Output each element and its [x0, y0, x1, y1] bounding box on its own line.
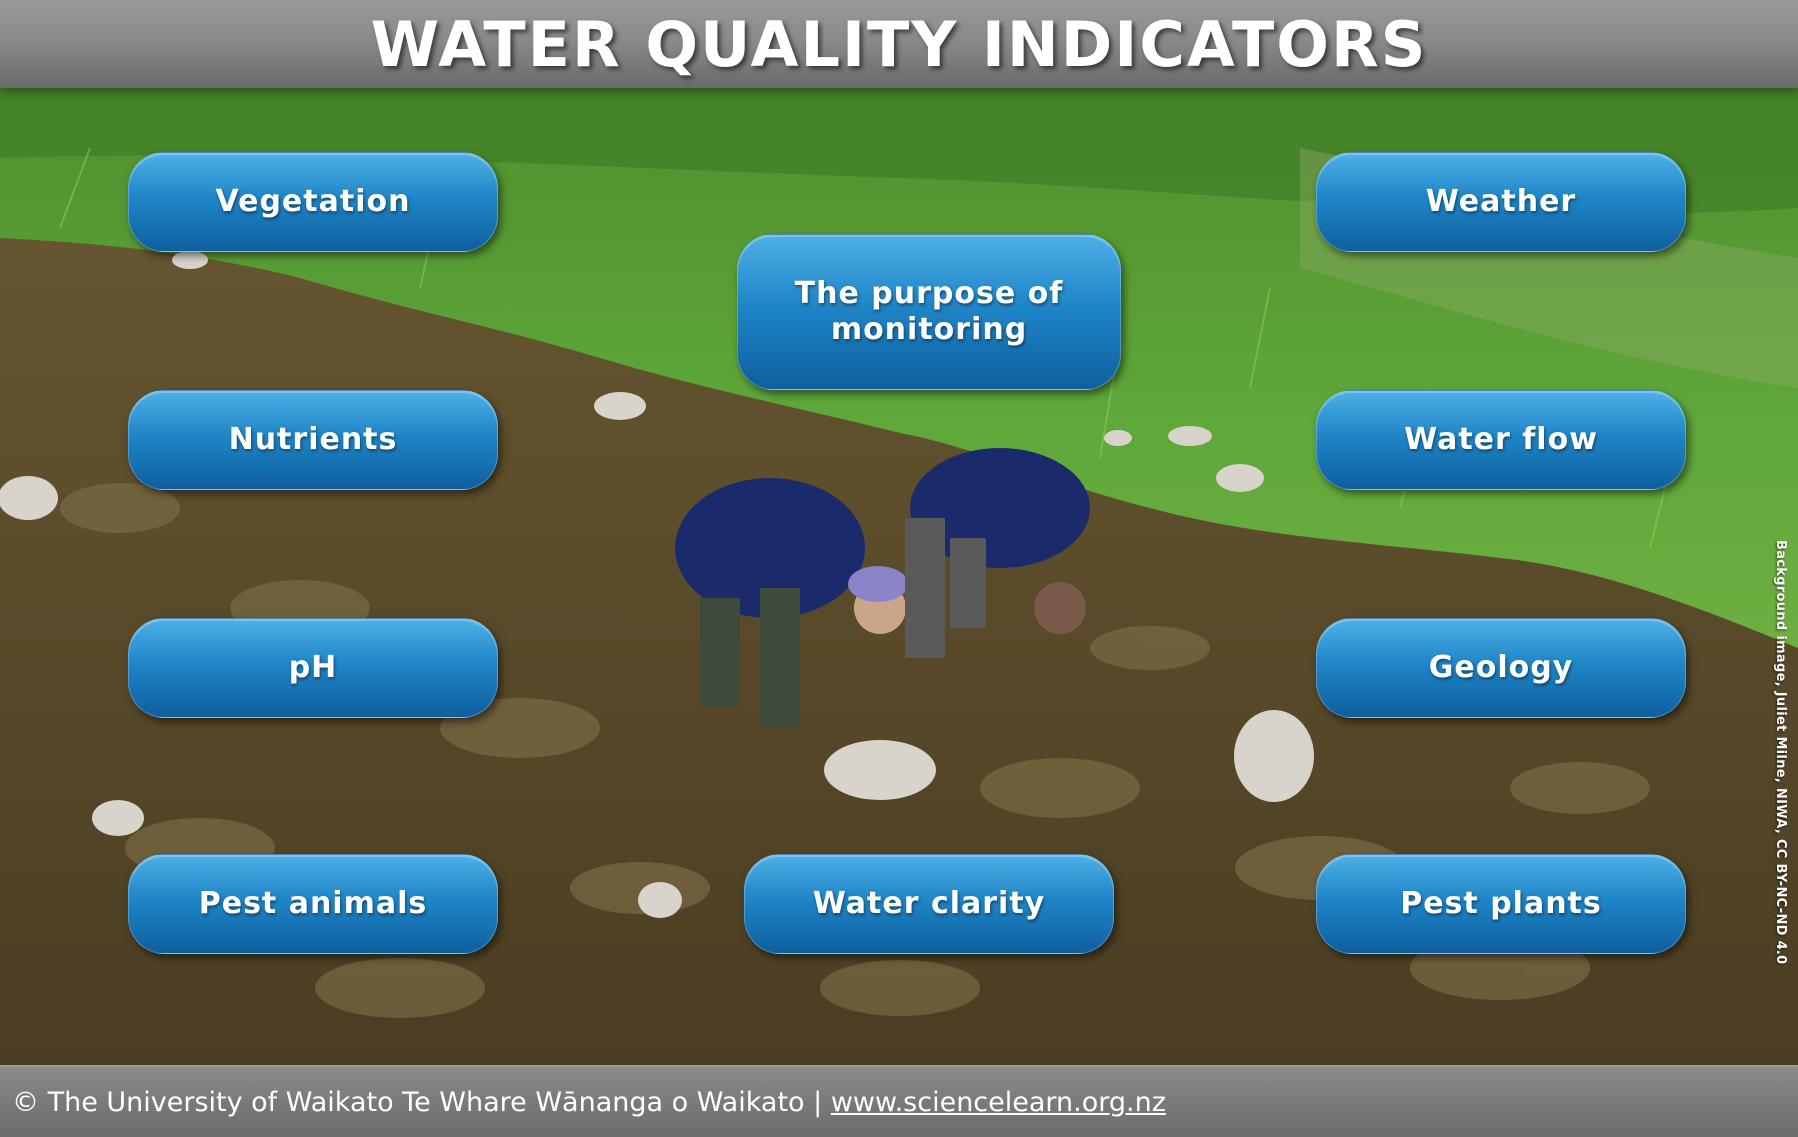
weather-button[interactable]: Weather [1316, 152, 1686, 252]
page-title: WATER QUALITY INDICATORS [370, 7, 1428, 81]
image-credit: Background image, Juliet Milne, NIWA, CC… [1773, 540, 1788, 965]
title-bar: WATER QUALITY INDICATORS [0, 0, 1798, 88]
water-clarity-button[interactable]: Water clarity [744, 854, 1114, 954]
footer-bar: © The University of Waikato Te Whare Wān… [0, 1065, 1798, 1137]
people-sampling [675, 448, 1090, 728]
purpose-label-line2: monitoring [830, 312, 1028, 347]
website-link[interactable]: www.sciencelearn.org.nz [830, 1086, 1166, 1118]
water-flow-button[interactable]: Water flow [1316, 390, 1686, 490]
nutrients-button[interactable]: Nutrients [128, 390, 498, 490]
vegetation-button[interactable]: Vegetation [128, 152, 498, 252]
geology-button[interactable]: Geology [1316, 618, 1686, 718]
copyright-text: © The University of Waikato Te Whare Wān… [12, 1086, 831, 1118]
purpose-label-line1: The purpose of [794, 276, 1064, 311]
purpose-of-monitoring-button[interactable]: The purpose of monitoring [737, 234, 1121, 390]
ph-button[interactable]: pH [128, 618, 498, 718]
pest-animals-button[interactable]: Pest animals [128, 854, 498, 954]
pest-plants-button[interactable]: Pest plants [1316, 854, 1686, 954]
